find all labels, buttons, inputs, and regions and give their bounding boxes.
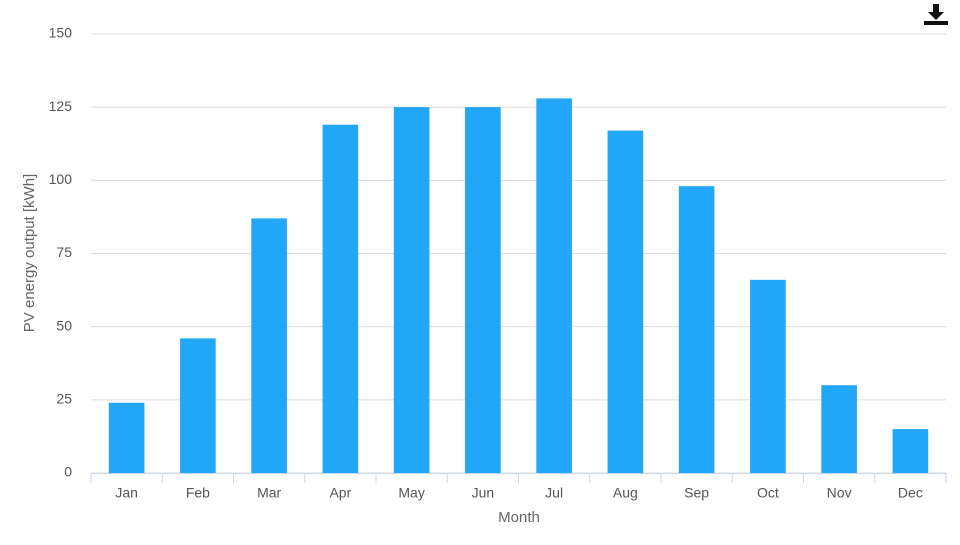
y-tick-label: 75 (56, 244, 72, 260)
bar (322, 124, 359, 473)
x-tick-label: May (398, 485, 424, 501)
y-tick-label: 25 (56, 391, 72, 407)
bar (393, 107, 430, 474)
x-tick-label: Nov (827, 485, 852, 501)
x-axis-title: Month (498, 509, 540, 526)
bar (536, 98, 572, 474)
x-tick-label: Feb (186, 485, 210, 501)
bar (465, 107, 501, 474)
bar (821, 385, 857, 473)
bar (251, 218, 287, 473)
x-tick-label: Jun (472, 485, 495, 501)
bar (180, 338, 216, 473)
bar (678, 186, 715, 474)
bar (108, 402, 145, 473)
download-button[interactable] (924, 2, 948, 26)
bar (892, 429, 929, 473)
x-tick-label: Jul (545, 485, 563, 501)
x-tick-label: Jan (115, 485, 138, 501)
download-arrow (928, 4, 944, 20)
x-tick-label: Mar (257, 485, 281, 501)
y-tick-label: 50 (56, 317, 72, 333)
x-tick-label: Apr (329, 485, 351, 501)
y-tick-label: 0 (64, 464, 72, 480)
x-tick-label: Oct (757, 485, 779, 501)
x-tick-label: Sep (684, 485, 709, 501)
y-axis-title: PV energy output [kWh] (21, 174, 38, 332)
y-tick-label: 100 (49, 171, 73, 187)
x-tick-label: Dec (898, 485, 923, 501)
y-tick-label: 150 (49, 25, 73, 41)
x-tick-label: Aug (613, 485, 638, 501)
y-tick-label: 125 (49, 98, 73, 114)
bar (607, 130, 644, 473)
download-base (924, 21, 948, 25)
bar (750, 279, 786, 473)
